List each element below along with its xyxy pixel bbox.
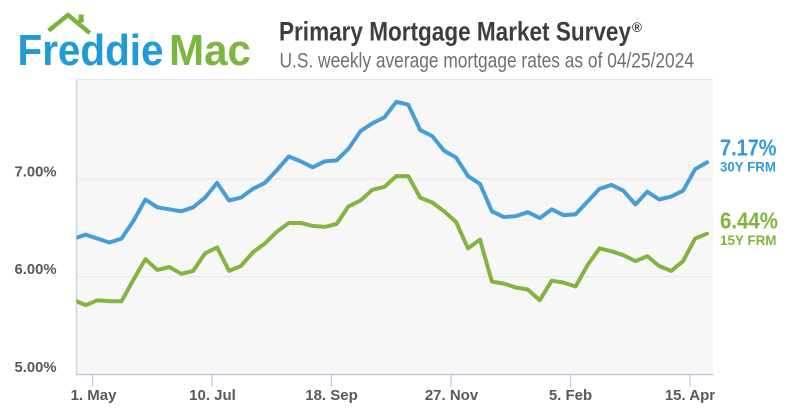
- svg-text:27. Nov: 27. Nov: [425, 387, 479, 404]
- svg-text:30Y FRM: 30Y FRM: [720, 159, 776, 175]
- svg-text:1. May: 1. May: [71, 387, 118, 404]
- svg-text:Primary Mortgage Market Survey: Primary Mortgage Market Survey: [279, 17, 631, 47]
- svg-text:U.S. weekly average mortgage r: U.S. weekly average mortgage rates as of…: [280, 49, 695, 73]
- svg-text:7.17%: 7.17%: [720, 135, 777, 161]
- svg-text:Mac: Mac: [169, 26, 251, 75]
- svg-text:5. Feb: 5. Feb: [549, 387, 592, 404]
- svg-text:15. Apr: 15. Apr: [665, 387, 715, 404]
- svg-text:15Y FRM: 15Y FRM: [720, 232, 777, 248]
- svg-text:10. Jul: 10. Jul: [189, 387, 236, 404]
- svg-text:7.00%: 7.00%: [15, 163, 57, 180]
- svg-text:®: ®: [632, 20, 642, 35]
- svg-text:6.00%: 6.00%: [15, 261, 57, 278]
- svg-text:6.44%: 6.44%: [720, 207, 778, 233]
- svg-text:Freddie: Freddie: [18, 26, 164, 75]
- svg-text:18. Sep: 18. Sep: [305, 387, 358, 404]
- svg-text:5.00%: 5.00%: [15, 359, 57, 376]
